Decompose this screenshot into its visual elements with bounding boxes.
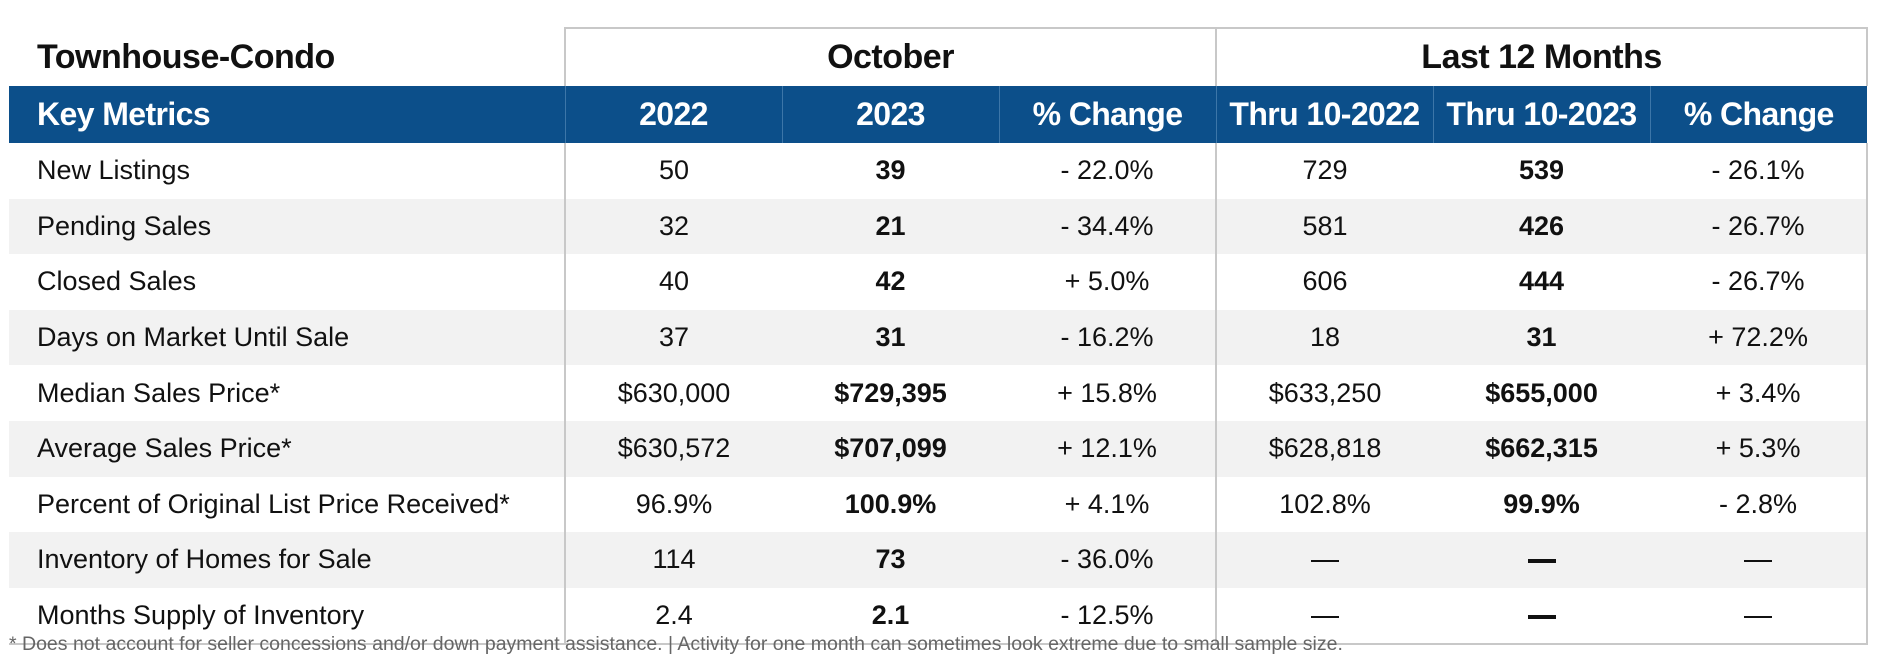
group-header-october: October bbox=[563, 27, 1217, 86]
metrics-table-container: Townhouse-Condo October Last 12 Months K… bbox=[9, 27, 1869, 646]
pct-change: - 36.0% bbox=[999, 532, 1217, 588]
value-thru-2023: 426 bbox=[1433, 198, 1651, 255]
value-thru-2022: — bbox=[1215, 532, 1434, 588]
value-thru-2023: 539 bbox=[1519, 155, 1565, 186]
value-2023: $729,395 bbox=[834, 377, 947, 408]
value-thru-2022: 102.8% bbox=[1215, 476, 1434, 533]
column-header-2023: 2023 bbox=[781, 86, 999, 143]
table-row: Average Sales Price* $630,572 $707,099 + 12… bbox=[9, 420, 1869, 477]
table-row: Closed Sales 40 42 + 5.0% 606 444 - 26.7% bbox=[9, 254, 1869, 310]
metric-label: Average Sales Price* bbox=[9, 420, 565, 477]
value-thru-2023: — bbox=[1433, 587, 1651, 646]
metric-label: Closed Sales bbox=[37, 266, 197, 297]
footnote: * Does not account for seller concession… bbox=[9, 633, 1343, 655]
value-2023: $707,099 bbox=[782, 420, 999, 477]
value-2023: 100.9% bbox=[844, 488, 937, 519]
pct-change: - 22.0% bbox=[1060, 155, 1154, 186]
pct-change: + 5.0% bbox=[1064, 266, 1150, 297]
value-2023: 31 bbox=[782, 309, 999, 366]
pct-change-12mo: + 3.4% bbox=[1650, 365, 1869, 421]
metric-label: Pending Sales bbox=[9, 198, 565, 255]
value-2022: 96.9% bbox=[564, 476, 782, 533]
column-header-row: Key Metrics 2022 2023 % Change Thru 10-2… bbox=[9, 86, 1868, 143]
table-row: Days on Market Until Sale 37 31- 16.2% 18 31… bbox=[9, 309, 1869, 366]
pct-change-12mo: + 5.3% bbox=[1650, 420, 1869, 477]
no-data-dash: — bbox=[1311, 560, 1340, 563]
value-thru-2023: $662,315 bbox=[1433, 420, 1651, 477]
no-data-dash: — bbox=[1311, 615, 1340, 618]
pct-change: + 4.1% bbox=[1064, 488, 1150, 519]
no-data-dash: — bbox=[1744, 615, 1773, 618]
value-thru-2022: 18 bbox=[1215, 309, 1434, 366]
pct-change-12mo: — bbox=[1650, 587, 1869, 646]
metric-label: Months Supply of Inventory bbox=[9, 587, 565, 646]
no-data-dash: — bbox=[1527, 559, 1556, 564]
metric-label: Days on Market Until Sale bbox=[9, 309, 565, 366]
value-2022: 40 bbox=[564, 254, 782, 310]
table-row: New Listings 50 39 - 22.0% 729 539 - 26.1% bbox=[9, 143, 1869, 199]
value-2023: 21 bbox=[782, 198, 999, 255]
column-header-2022: 2022 bbox=[564, 86, 782, 143]
column-header-key-metrics: Key Metrics bbox=[9, 86, 565, 143]
value-thru-2022: 729 bbox=[1215, 143, 1434, 199]
pct-change: - 16.2% bbox=[999, 309, 1217, 366]
metric-label: Median Sales Price* bbox=[37, 377, 281, 408]
value-2022: $630,572 bbox=[564, 420, 782, 477]
value-2022: 32 bbox=[564, 198, 782, 255]
value-thru-2023: — bbox=[1433, 532, 1651, 588]
table-row: Median Sales Price* $630,000 $729,395 + 15.… bbox=[9, 365, 1869, 421]
metric-label: New Listings bbox=[37, 155, 191, 186]
table-row: Percent of Original List Price Received*… bbox=[9, 476, 1869, 533]
pct-change: + 12.1% bbox=[999, 420, 1217, 477]
value-2023: 39 bbox=[875, 155, 906, 186]
value-2022: 2.4 bbox=[564, 587, 782, 646]
value-2023: 42 bbox=[875, 266, 906, 297]
value-2022: 50 bbox=[564, 143, 782, 199]
value-thru-2022: 606 bbox=[1215, 254, 1434, 310]
column-header-thru-2023: Thru 10-2023 bbox=[1432, 86, 1651, 143]
value-2022: $630,000 bbox=[564, 365, 782, 421]
pct-change: + 15.8% bbox=[1057, 377, 1157, 408]
no-data-dash: — bbox=[1527, 614, 1556, 619]
value-thru-2023: 31 bbox=[1433, 309, 1651, 366]
table-title: Townhouse-Condo bbox=[37, 37, 335, 76]
value-thru-2022: 581 bbox=[1215, 198, 1434, 255]
value-2022: 37 bbox=[564, 309, 782, 366]
pct-change-12mo: — bbox=[1650, 532, 1869, 588]
column-header-pct-change: % Change bbox=[998, 86, 1217, 143]
table-row: Pending Sales 32 21- 34.4% 581 426- 26.7% bbox=[9, 198, 1869, 255]
column-header-thru-2022: Thru 10-2022 bbox=[1215, 86, 1434, 143]
value-thru-2023: $655,000 bbox=[1485, 377, 1598, 408]
no-data-dash: — bbox=[1744, 560, 1773, 563]
pct-change-12mo: - 26.7% bbox=[1650, 198, 1869, 255]
metric-label: Percent of Original List Price Received* bbox=[37, 488, 510, 519]
key-metrics-table: Townhouse-Condo October Last 12 Months K… bbox=[9, 27, 1869, 646]
value-thru-2023: 99.9% bbox=[1503, 488, 1580, 519]
metric-label: Inventory of Homes for Sale bbox=[9, 532, 565, 588]
value-thru-2023: 444 bbox=[1519, 266, 1565, 297]
pct-change: - 12.5% bbox=[999, 587, 1217, 646]
pct-change-12mo: + 72.2% bbox=[1650, 309, 1869, 366]
value-2022: 114 bbox=[564, 532, 782, 588]
value-thru-2022: — bbox=[1215, 587, 1434, 646]
group-header-last-12-months: Last 12 Months bbox=[1215, 27, 1869, 86]
value-thru-2022: $628,818 bbox=[1215, 420, 1434, 477]
value-thru-2022: $633,250 bbox=[1215, 365, 1434, 421]
pct-change-12mo: - 26.7% bbox=[1650, 254, 1869, 310]
value-2023: 73 bbox=[782, 532, 999, 588]
pct-change-12mo: - 26.1% bbox=[1650, 143, 1869, 199]
pct-change-12mo: - 2.8% bbox=[1650, 476, 1869, 533]
column-header-pct-change-12mo: % Change bbox=[1649, 86, 1868, 143]
pct-change: - 34.4% bbox=[999, 198, 1217, 255]
value-2023: 2.1 bbox=[782, 587, 999, 646]
group-header-row: Townhouse-Condo October Last 12 Months bbox=[9, 27, 1869, 86]
